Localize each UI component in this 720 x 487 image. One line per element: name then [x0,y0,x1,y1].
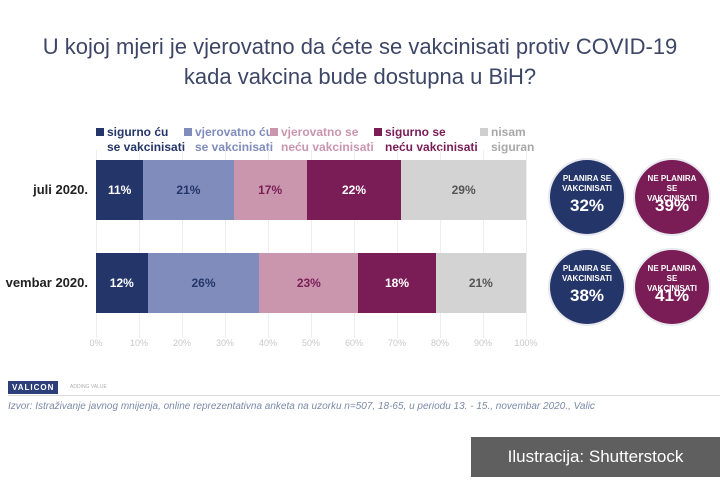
source-note: Izvor: Istraživanje javnog mnijenja, onl… [8,401,595,412]
legend-label-line2: neću vakcinisati [385,140,478,154]
data-label: 21% [468,276,493,290]
legend-label-line1: vjerovatno ću [195,125,274,139]
legend-label: sigurno ću se vakcinisati [107,125,207,155]
bar-segment-3: 17% [233,160,307,220]
not-plans-circle: NE PLANIRA SE VAKCINISATI 41% [635,250,709,324]
circle-value: 39% [654,196,690,215]
row-label: vembar 2020. [0,275,88,290]
circle-value: 38% [569,286,605,305]
x-tick-label: 10% [129,338,148,348]
data-label: 17% [258,183,283,197]
gridline [225,150,226,338]
x-tick-label: 20% [172,338,191,348]
legend-swatch [184,128,192,136]
legend-label-line1: vjerovatno se [281,125,359,139]
gridline [311,150,312,338]
circle-label: NE PLANIRA SE VAKCINISATI [647,264,697,293]
legend-label-line1: nisam [491,125,526,139]
x-tick-label: 60% [344,338,363,348]
valicon-logo: VALICON [8,381,59,394]
gridline [440,150,441,338]
gridline [182,150,183,338]
legend-swatch [480,128,488,136]
gridline [483,150,484,338]
data-label: 22% [341,183,366,197]
plans-circle: PLANIRA SE VAKCINISATI 38% [550,250,624,324]
gridline [96,150,97,338]
circle-value: 32% [569,196,605,215]
row-label: juli 2020. [0,182,88,197]
legend-label: nisam siguran [491,125,591,155]
data-label: 12% [109,276,134,290]
legend-label-line2: neću vakcinisati [281,140,374,154]
footer-divider [8,395,720,396]
bar-segment-1: 11% [96,160,144,220]
legend-swatch [374,128,382,136]
x-tick-label: 0% [89,338,103,348]
x-tick-label: 80% [430,338,449,348]
x-tick-label: 70% [387,338,406,348]
chart-title-line1: U kojoj mjeri je vjerovatno da ćete se v… [42,34,678,59]
row-label-text: vembar 2020. [5,275,88,290]
bar-segment-4: 22% [306,160,402,220]
circle-value: 41% [654,286,690,305]
bar-segment-4: 18% [358,253,436,313]
legend-label-line1: sigurno se [385,125,446,139]
data-label: 23% [296,276,321,290]
legend-label: sigurno se neću vakcinisati [385,125,485,155]
bar-segment-5: 29% [401,160,526,220]
bar-segment-2: 21% [143,160,234,220]
circle-label: PLANIRA SE VAKCINISATI [562,264,612,283]
data-label: 29% [451,183,476,197]
data-label: 21% [176,183,201,197]
legend-label-line1: sigurno ću [107,125,169,139]
gridline [354,150,355,338]
bar-segment-1: 12% [96,253,148,313]
row-label-text: juli 2020. [33,182,88,197]
legend-label-line2: se vakcinisati [107,140,186,154]
data-label: 18% [384,276,409,290]
plans-circle: PLANIRA SE VAKCINISATI 32% [550,160,624,234]
legend-label: vjerovatno se neću vakcinisati [281,125,381,155]
x-tick-label: 30% [215,338,234,348]
legend-swatch [96,128,104,136]
logo-tagline: ADDING VALUE [70,384,107,390]
legend-label: vjerovatno ću se vakcinisati [195,125,295,155]
gridline [526,150,527,338]
x-tick-label: 90% [473,338,492,348]
legend-label-line2: se vakcinisati [195,140,274,154]
legend-swatch [270,128,278,136]
chart-title: U kojoj mjeri je vjerovatno da ćete se v… [0,32,720,92]
circle-label: NE PLANIRA SE VAKCINISATI [647,174,697,203]
x-tick-label: 50% [301,338,320,348]
gridline [268,150,269,338]
not-plans-circle: NE PLANIRA SE VAKCINISATI 39% [635,160,709,234]
gridline [139,150,140,338]
data-label: 11% [107,183,132,197]
bar-segment-3: 23% [259,253,359,313]
circle-label: PLANIRA SE VAKCINISATI [562,174,612,193]
x-tick-label: 40% [258,338,277,348]
legend-label-line2: siguran [491,140,535,154]
x-tick-label: 100% [514,338,538,348]
data-label: 26% [191,276,216,290]
bar-segment-5: 21% [435,253,526,313]
gridline [397,150,398,338]
chart-title-line2: kada vakcina bude dostupna u BiH? [183,64,537,89]
bar-segment-2: 26% [147,253,260,313]
photo-credit: Ilustracija: Shutterstock [471,437,720,477]
